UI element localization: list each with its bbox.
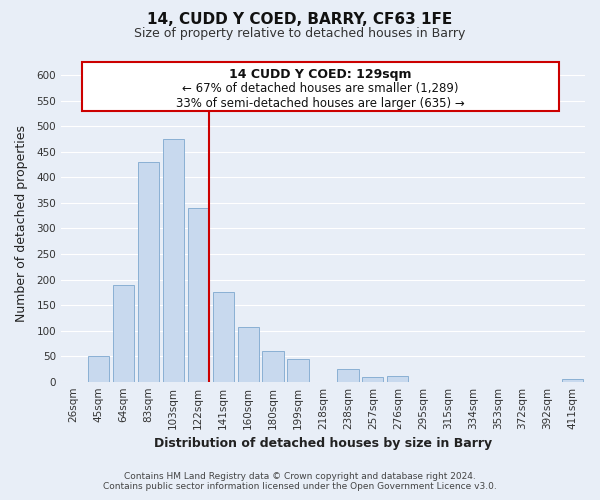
Bar bbox=[337, 369, 359, 382]
Text: Contains HM Land Registry data © Crown copyright and database right 2024.: Contains HM Land Registry data © Crown c… bbox=[124, 472, 476, 481]
Bar bbox=[562, 379, 583, 382]
Text: 33% of semi-detached houses are larger (635) →: 33% of semi-detached houses are larger (… bbox=[176, 96, 465, 110]
Bar bbox=[188, 208, 209, 382]
Bar bbox=[163, 139, 184, 382]
FancyBboxPatch shape bbox=[82, 62, 559, 111]
Bar bbox=[262, 351, 284, 382]
Bar bbox=[287, 358, 308, 382]
Text: 14 CUDD Y COED: 129sqm: 14 CUDD Y COED: 129sqm bbox=[229, 68, 412, 81]
Y-axis label: Number of detached properties: Number of detached properties bbox=[15, 125, 28, 322]
Text: 14, CUDD Y COED, BARRY, CF63 1FE: 14, CUDD Y COED, BARRY, CF63 1FE bbox=[148, 12, 452, 28]
Bar bbox=[137, 162, 159, 382]
Bar bbox=[387, 376, 409, 382]
Bar bbox=[212, 292, 234, 382]
Bar bbox=[238, 326, 259, 382]
Bar bbox=[88, 356, 109, 382]
Bar bbox=[113, 284, 134, 382]
Text: ← 67% of detached houses are smaller (1,289): ← 67% of detached houses are smaller (1,… bbox=[182, 82, 458, 96]
Text: Size of property relative to detached houses in Barry: Size of property relative to detached ho… bbox=[134, 28, 466, 40]
Bar bbox=[362, 376, 383, 382]
X-axis label: Distribution of detached houses by size in Barry: Distribution of detached houses by size … bbox=[154, 437, 492, 450]
Text: Contains public sector information licensed under the Open Government Licence v3: Contains public sector information licen… bbox=[103, 482, 497, 491]
